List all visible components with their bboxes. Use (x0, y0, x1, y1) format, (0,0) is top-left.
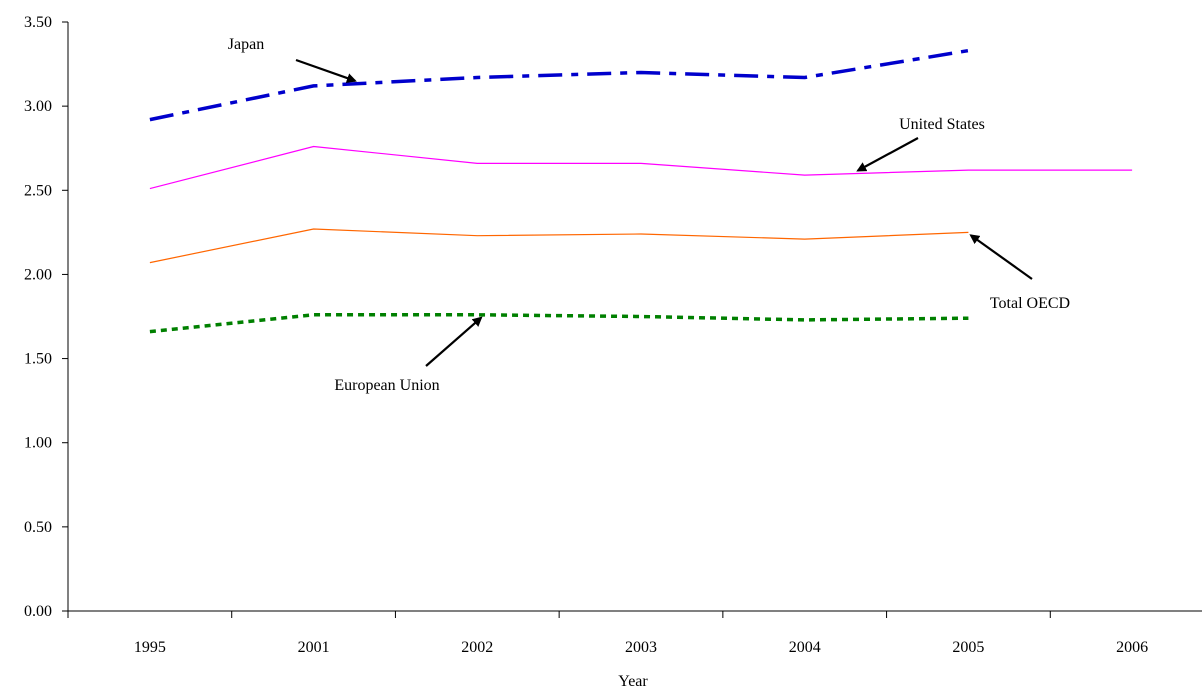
x-tick-label: 2004 (789, 639, 821, 656)
x-tick-label: 2005 (952, 639, 984, 656)
annotation-label: United States (899, 116, 985, 133)
axes: 0.00 0.50 1.00 1.50 2.00 2.50 3.00 3.50 1995 2001… (24, 14, 1202, 656)
y-tick-label: 2.00 (24, 266, 52, 283)
y-tick-label: 3.50 (24, 14, 52, 31)
y-tick-label: 1.50 (24, 351, 52, 368)
annotation-arrow (856, 137, 919, 172)
annotation-label: Japan (228, 36, 264, 53)
annotation-arrow (295, 58, 357, 83)
y-tick-label: 2.50 (24, 182, 52, 199)
y-tick-label: 0.00 (24, 603, 52, 620)
x-tick-label: 2001 (298, 639, 330, 656)
annotation-label: Total OECD (990, 295, 1070, 312)
x-tick-label: 2003 (625, 639, 657, 656)
x-axis-title: Year (618, 673, 648, 690)
series-layer (149, 48, 1133, 334)
x-tick-label: 1995 (134, 639, 166, 656)
series-line-european-union (149, 313, 969, 334)
x-tick-label: 2006 (1116, 639, 1148, 656)
y-tick-label: 1.00 (24, 435, 52, 452)
annotation-arrow (425, 316, 483, 367)
annotation-label: European Union (334, 377, 439, 394)
series-line-united-states (149, 145, 1133, 190)
annotation-layer: Japan United States Total OECD European Uni… (228, 36, 1070, 394)
series-line-total-oecd (149, 228, 969, 264)
x-tick-label: 2002 (461, 639, 493, 656)
series-line-japan (149, 48, 969, 122)
y-tick-label: 0.50 (24, 519, 52, 536)
annotation-arrow (969, 234, 1033, 280)
y-tick-label: 3.00 (24, 98, 52, 115)
